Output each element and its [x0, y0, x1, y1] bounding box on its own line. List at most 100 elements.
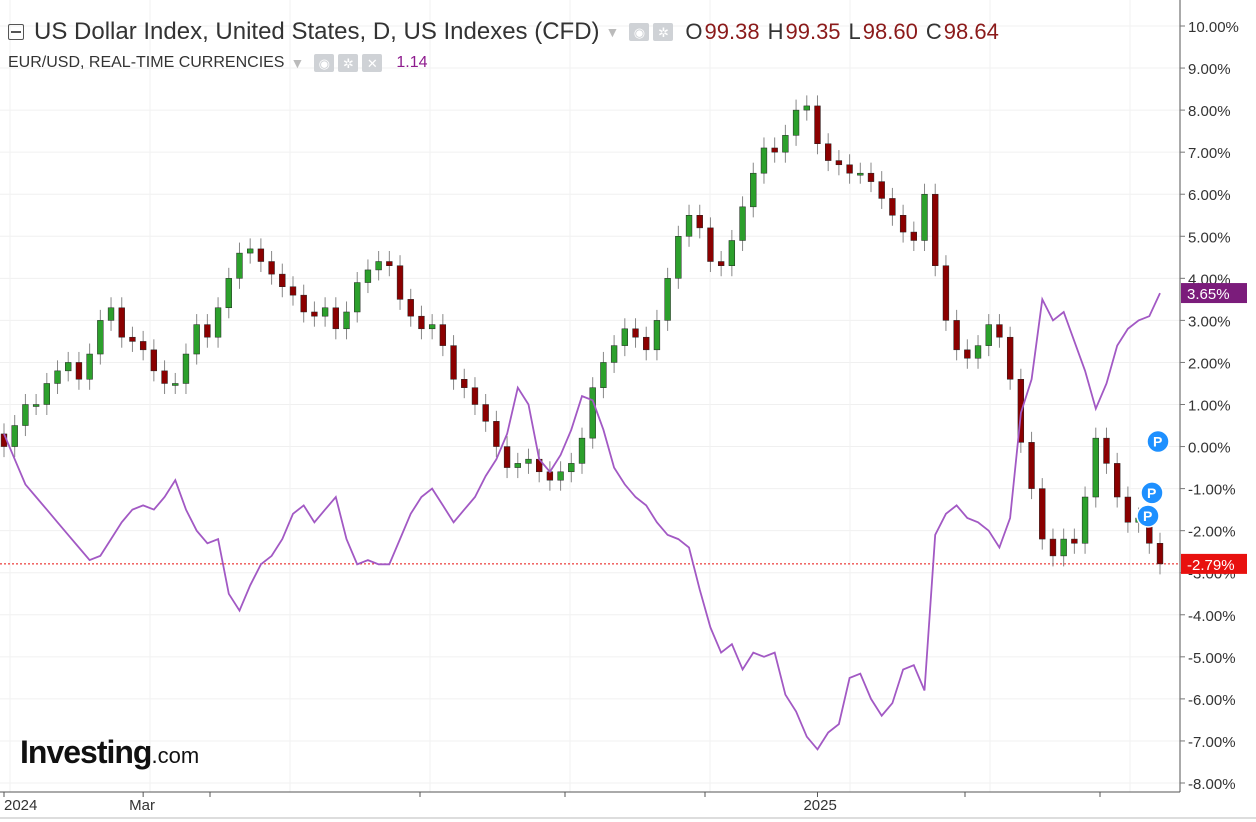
p-marker-label: P — [1147, 485, 1156, 501]
y-tick-label: -2.00% — [1188, 524, 1236, 541]
high-label: H — [767, 19, 784, 44]
candle-body — [621, 328, 628, 346]
candle-body — [225, 278, 232, 309]
candle-body — [707, 227, 714, 262]
candle-body — [503, 446, 511, 468]
candle-body — [717, 261, 725, 266]
candle-body — [792, 109, 800, 136]
candle-body — [1114, 463, 1121, 498]
candle-body — [803, 105, 810, 111]
candle-body — [428, 324, 436, 330]
candle-body — [321, 307, 329, 317]
open-value: 99.38 — [704, 19, 760, 44]
eye-icon[interactable]: ◉ — [629, 23, 650, 41]
candle-body — [1039, 488, 1046, 540]
candle-body — [1049, 538, 1057, 557]
candle-body — [75, 362, 83, 380]
candle-body — [1006, 336, 1014, 380]
candle-body — [1081, 496, 1089, 544]
candle-body — [578, 437, 586, 464]
sub-legend: EUR/USD, REAL-TIME CURRENCIES ▼ ◉ ✲ ✕ 1.… — [8, 54, 427, 72]
candle-body — [139, 341, 147, 351]
p-marker — [1136, 504, 1160, 528]
main-legend-title[interactable]: US Dollar Index, United States, D, US In… — [34, 18, 600, 45]
high-value: 99.35 — [785, 19, 841, 44]
candle-body — [514, 463, 521, 468]
chevron-down-icon[interactable]: ▼ — [605, 24, 620, 40]
eurusd-badge: 3.65% — [1187, 286, 1230, 303]
candle-body — [439, 324, 447, 346]
candle-body — [257, 248, 265, 262]
gear-icon[interactable]: ✲ — [653, 23, 674, 41]
candle-body — [97, 320, 104, 355]
candle-body — [653, 320, 661, 351]
candle-body — [332, 307, 339, 330]
markers[interactable]: PPP — [1136, 429, 1170, 528]
candle-body — [65, 362, 72, 372]
candle-body — [236, 252, 243, 279]
y-tick-label: 8.00% — [1188, 103, 1231, 120]
candle-body — [343, 311, 350, 330]
main-legend: US Dollar Index, United States, D, US In… — [8, 18, 999, 46]
candle-body — [878, 181, 885, 199]
candle-body — [525, 458, 532, 464]
y-tick-label: 2.00% — [1188, 355, 1231, 372]
candle-body — [739, 206, 746, 241]
eye-icon[interactable]: ◉ — [314, 54, 335, 72]
candle-body — [311, 311, 318, 317]
candle-body — [279, 273, 286, 287]
candle-body — [172, 383, 179, 386]
y-tick-label: 1.00% — [1188, 398, 1231, 415]
y-tick-label: 10.00% — [1188, 19, 1239, 36]
candle-body — [643, 336, 650, 351]
close-icon[interactable]: ✕ — [362, 54, 383, 72]
candle-body — [814, 105, 821, 145]
candle-body — [846, 164, 853, 174]
candle-body — [632, 328, 639, 338]
candle-body — [396, 265, 404, 300]
y-axis[interactable]: 10.00%9.00%8.00%7.00%6.00%5.00%4.00%3.00… — [1180, 19, 1239, 793]
candle-body — [268, 261, 275, 275]
open-label: O — [685, 19, 703, 44]
x-tick-label: 2024 — [4, 797, 37, 814]
eurusd-line-group — [3, 292, 1161, 751]
candle-body — [974, 345, 982, 359]
y-tick-label: -4.00% — [1188, 608, 1236, 625]
candle-body — [1124, 496, 1132, 523]
candle-body — [589, 387, 596, 439]
p-marker-label: P — [1153, 434, 1162, 450]
candle-body — [1103, 437, 1110, 464]
candle-body — [932, 193, 939, 266]
candle-body — [782, 135, 789, 153]
candle-body — [11, 425, 18, 447]
logo-suffix: .com — [151, 743, 200, 768]
collapse-icon[interactable] — [8, 24, 24, 40]
candle-body — [867, 172, 875, 182]
candle-body — [1071, 538, 1078, 544]
dxy-badge: -2.79% — [1187, 557, 1235, 574]
candle-body — [161, 370, 168, 384]
gear-icon[interactable]: ✲ — [338, 54, 359, 72]
low-label: L — [848, 19, 861, 44]
y-tick-label: 6.00% — [1188, 187, 1231, 204]
p-marker-label: P — [1143, 508, 1152, 524]
candle-body — [482, 404, 489, 422]
chevron-down-icon[interactable]: ▼ — [290, 55, 305, 71]
candle-body — [610, 345, 618, 363]
candle-body — [964, 349, 971, 359]
y-tick-label: 9.00% — [1188, 61, 1231, 78]
p-marker — [1146, 429, 1170, 454]
candle-body — [889, 198, 896, 216]
sub-legend-value: 1.14 — [396, 54, 428, 71]
x-axis[interactable]: 2024 Mar 2025 — [3, 792, 1101, 814]
candle-body — [921, 193, 928, 241]
candle-body — [418, 315, 425, 330]
candle-body — [1060, 538, 1067, 557]
y-tick-label: -8.00% — [1188, 776, 1236, 793]
sub-legend-title[interactable]: EUR/USD, REAL-TIME CURRENCIES — [8, 54, 285, 71]
candle-body — [289, 286, 297, 296]
candle-body — [857, 172, 864, 176]
candle-body — [568, 463, 575, 473]
